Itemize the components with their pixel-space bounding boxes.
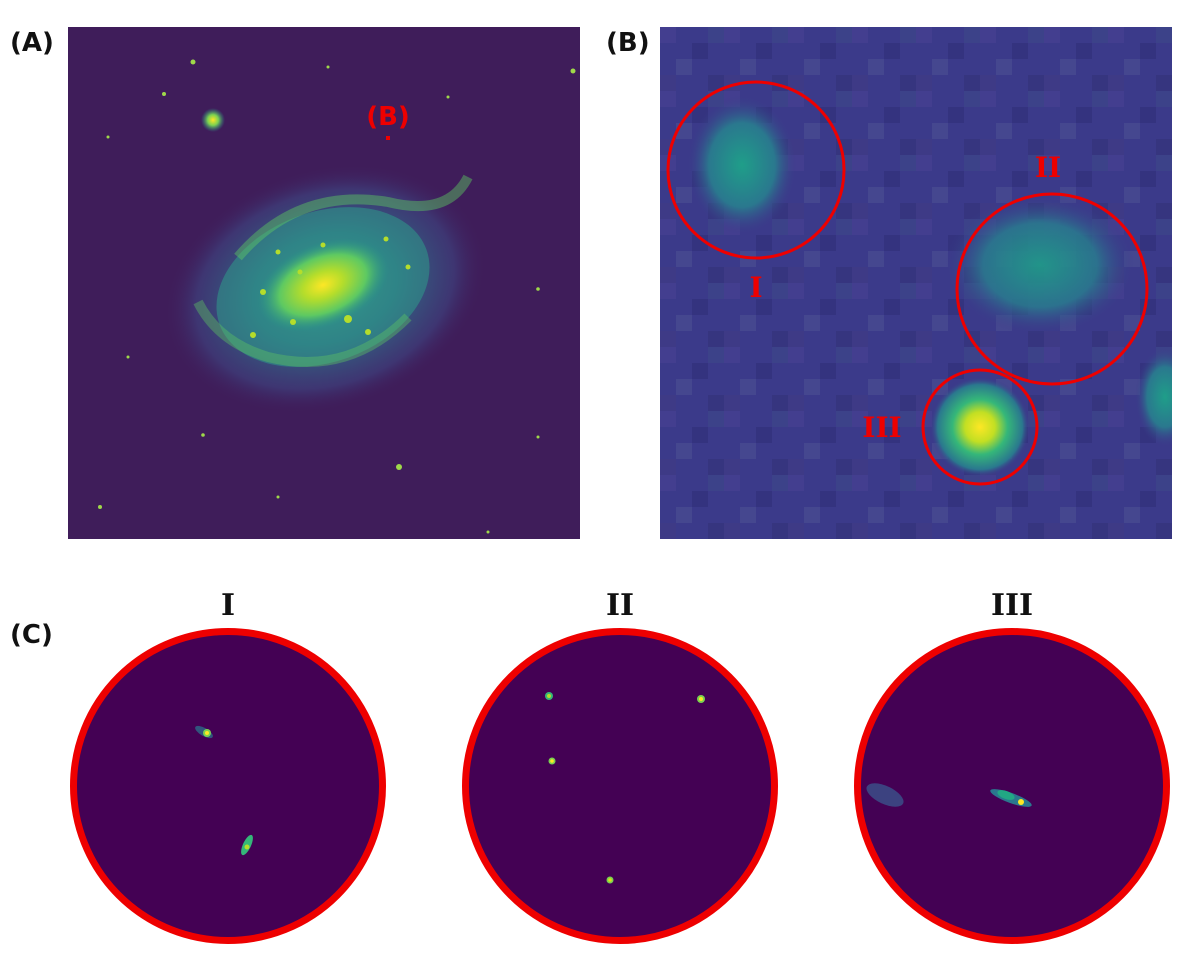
marker-b: (B) bbox=[366, 102, 410, 140]
panel-a-label: (A) bbox=[10, 28, 54, 58]
panel-c-label: (C) bbox=[10, 620, 53, 650]
region-circle-ii bbox=[955, 192, 1149, 386]
zoom-circle-iii bbox=[854, 628, 1170, 944]
galaxy-knots bbox=[250, 236, 411, 338]
marker-b-label: (B) bbox=[366, 102, 410, 132]
zoom-title-i: I bbox=[220, 588, 236, 623]
galaxy-image: (B) bbox=[68, 27, 580, 539]
region-circle-iii bbox=[921, 368, 1039, 486]
zoom-pixel-map: I II III bbox=[660, 27, 1172, 539]
zoom-title-ii: II bbox=[605, 588, 635, 623]
zoom-circle-i bbox=[70, 628, 386, 944]
field-stars bbox=[98, 59, 576, 534]
zoom-title-iii: III bbox=[990, 588, 1034, 623]
galaxy-disk bbox=[163, 164, 487, 414]
region-label-ii: II bbox=[1035, 151, 1061, 184]
region-label-iii: III bbox=[862, 411, 901, 444]
region-circle-i bbox=[666, 80, 846, 260]
region-circles bbox=[666, 80, 1149, 486]
zoom-circle-ii bbox=[462, 628, 778, 944]
bright-star bbox=[201, 108, 225, 132]
panel-b-label: (B) bbox=[606, 28, 650, 58]
region-label-i: I bbox=[749, 271, 762, 304]
